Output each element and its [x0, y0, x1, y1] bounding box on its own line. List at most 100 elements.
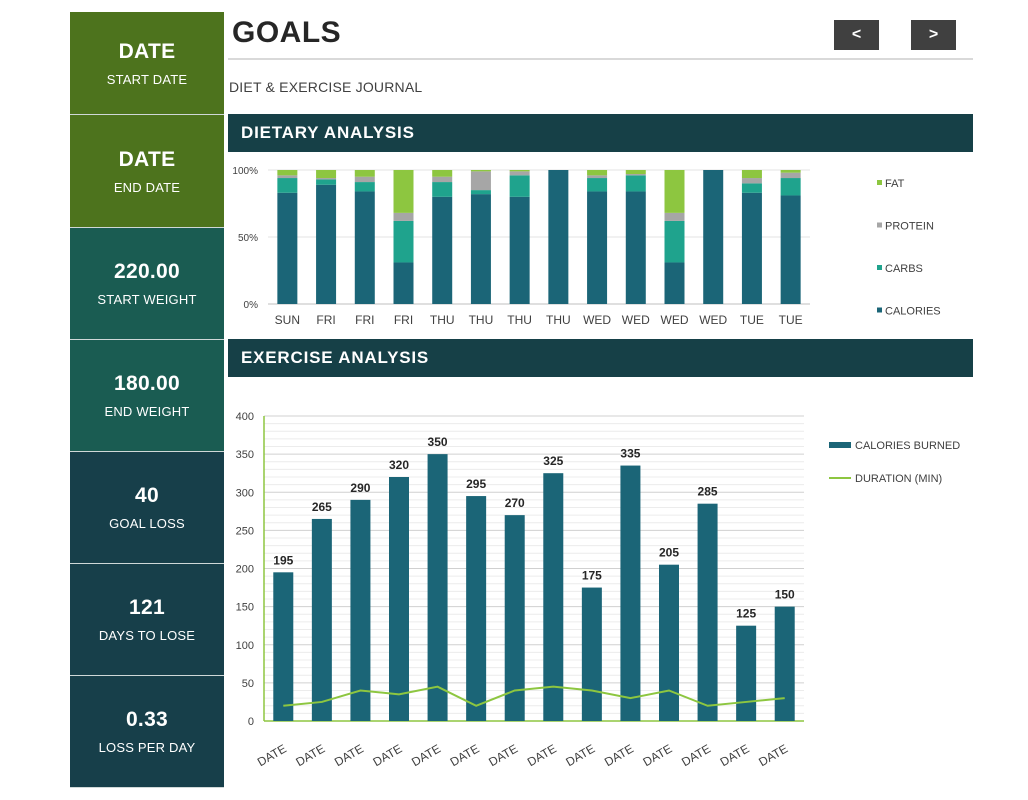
- bar-segment: [277, 192, 298, 304]
- x-tick-label: THU: [507, 313, 532, 327]
- bar-segment: [625, 174, 646, 176]
- bar-segment: [664, 170, 685, 213]
- bar-segment: [470, 170, 491, 172]
- bar-segment: [470, 194, 491, 304]
- kpi-label: GOAL LOSS: [109, 516, 185, 531]
- bar-segment: [703, 170, 724, 304]
- bar-segment: [741, 170, 762, 179]
- bar-segment: [354, 170, 375, 177]
- bar-segment: [587, 170, 608, 176]
- bar-segment: [470, 190, 491, 195]
- bar-segment: [316, 170, 337, 179]
- bar-segment: [780, 195, 801, 304]
- bar-segment: [664, 262, 685, 304]
- bar-segment: [354, 182, 375, 192]
- x-tick-label: FRI: [355, 313, 374, 327]
- x-tick-label: TUE: [779, 313, 803, 327]
- exercise-analysis-header: EXERCISE ANALYSIS: [228, 339, 973, 377]
- kpi-value: 121: [129, 596, 165, 619]
- legend-label: PROTEIN: [885, 221, 934, 233]
- kpi-loss-per-day: 0.33 LOSS PER DAY: [70, 676, 224, 788]
- bar-segment: [316, 179, 337, 185]
- kpi-label: LOSS PER DAY: [98, 740, 196, 755]
- x-tick-label: SUN: [275, 313, 300, 327]
- bar-segment: [354, 176, 375, 183]
- kpi-days-to-lose: 121 DAYS TO LOSE: [70, 564, 224, 676]
- dietary-analysis-header: DIETARY ANALYSIS: [228, 114, 973, 152]
- kpi-start-date: DATE START DATE: [70, 12, 224, 115]
- x-tick-label: WED: [699, 313, 727, 327]
- y-tick-label: 50%: [238, 233, 258, 244]
- bar-segment: [780, 170, 801, 173]
- bar-segment: [277, 170, 298, 176]
- legend-label: FAT: [885, 178, 905, 190]
- x-tick-label: FRI: [394, 313, 413, 327]
- bar-segment: [509, 196, 530, 304]
- kpi-start-weight: 220.00 START WEIGHT: [70, 228, 224, 340]
- kpi-value: 40: [135, 484, 159, 507]
- x-tick-label: THU: [469, 313, 494, 327]
- bar-segment: [316, 178, 337, 180]
- page-subtitle: DIET & EXERCISE JOURNAL: [229, 79, 423, 95]
- kpi-value: DATE: [118, 147, 176, 171]
- kpi-goal-loss: 40 GOAL LOSS: [70, 452, 224, 564]
- legend-swatch: [877, 222, 882, 228]
- x-tick-label: WED: [622, 313, 650, 327]
- next-button[interactable]: >: [911, 20, 956, 50]
- kpi-value: 180.00: [113, 372, 181, 395]
- x-tick-label: WED: [583, 313, 611, 327]
- bar-segment: [393, 262, 414, 304]
- y-tick-label: 0%: [244, 300, 259, 311]
- kpi-label: START DATE: [106, 71, 188, 87]
- kpi-end-date: DATE END DATE: [70, 115, 224, 228]
- bar-segment: [509, 171, 530, 176]
- bar-segment: [741, 183, 762, 193]
- bar-segment: [354, 191, 375, 304]
- legend-swatch: [877, 180, 882, 185]
- kpi-end-weight: 180.00 END WEIGHT: [70, 340, 224, 452]
- bar-segment: [277, 178, 298, 193]
- bar-segment: [587, 178, 608, 192]
- bar-segment: [432, 170, 453, 177]
- legend-swatch: [877, 265, 882, 270]
- bar-segment: [548, 170, 569, 304]
- kpi-label: END DATE: [113, 179, 181, 195]
- bar-segment: [780, 178, 801, 196]
- bar-segment: [780, 172, 801, 179]
- bar-segment: [393, 220, 414, 263]
- bar-segment: [664, 220, 685, 263]
- kpi-value: 220.00: [113, 260, 181, 283]
- legend-label: CALORIES: [885, 306, 941, 318]
- bar-segment: [741, 178, 762, 184]
- kpi-label: START WEIGHT: [97, 292, 197, 307]
- bar-segment: [432, 196, 453, 304]
- bar-segment: [277, 175, 298, 179]
- kpi-label: END WEIGHT: [104, 404, 190, 419]
- bar-segment: [741, 192, 762, 304]
- legend-swatch: [877, 307, 882, 313]
- bar-segment: [587, 191, 608, 304]
- prev-button[interactable]: <: [834, 20, 879, 50]
- y-tick-label: 100%: [232, 166, 258, 177]
- kpi-value: 0.33: [125, 708, 169, 731]
- bar-segment: [393, 170, 414, 213]
- bar-segment: [625, 191, 646, 304]
- bar-segment: [509, 170, 530, 172]
- bar-segment: [432, 176, 453, 183]
- x-tick-label: FRI: [316, 313, 335, 327]
- bar-segment: [509, 175, 530, 197]
- bar-segment: [664, 212, 685, 221]
- legend-label: CARBS: [885, 263, 923, 275]
- bar-segment: [470, 171, 491, 191]
- kpi-column: DATE START DATE DATE END DATE 220.00 STA…: [70, 12, 224, 788]
- bar-segment: [587, 175, 608, 179]
- bar-segment: [625, 175, 646, 192]
- x-tick-label: THU: [546, 313, 571, 327]
- bar-segment: [432, 182, 453, 197]
- bar-segment: [393, 212, 414, 221]
- kpi-label: DAYS TO LOSE: [98, 628, 196, 643]
- x-tick-label: WED: [661, 313, 689, 327]
- x-tick-label: THU: [430, 313, 455, 327]
- page-title: GOALS: [232, 16, 342, 49]
